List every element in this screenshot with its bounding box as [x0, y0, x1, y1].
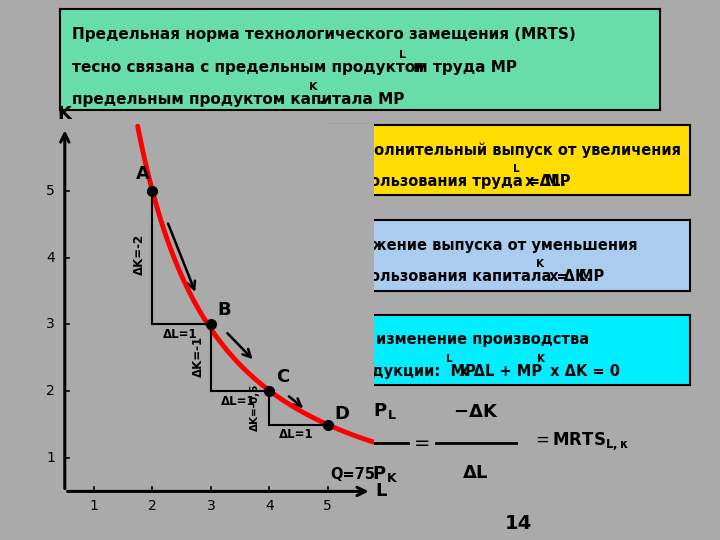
Text: x ΔK.: x ΔK. [544, 269, 593, 285]
Text: Предельная норма технологического замещения (MRTS): Предельная норма технологического замеще… [72, 28, 575, 42]
Text: 2: 2 [148, 500, 157, 514]
Text: использования капитала =  MP: использования капитала = MP [341, 269, 604, 285]
Text: 3: 3 [46, 318, 55, 332]
Text: $=$: $=$ [410, 431, 430, 450]
Text: K: K [536, 259, 544, 269]
Text: Q=75: Q=75 [330, 468, 376, 482]
Text: Снижение выпуска от уменьшения: Снижение выпуска от уменьшения [341, 238, 637, 253]
Text: A: A [136, 165, 150, 183]
Text: т.о. изменение производства: т.о. изменение производства [341, 332, 589, 347]
Text: ΔK=-2: ΔK=-2 [133, 234, 146, 275]
Text: $\mathbf{-\Delta K}$: $\mathbf{-\Delta K}$ [453, 403, 499, 421]
Text: $\mathbf{MP}_\mathbf{L}$: $\mathbf{MP}_\mathbf{L}$ [356, 401, 397, 421]
Text: ΔK=-0,5: ΔK=-0,5 [250, 383, 260, 431]
Text: 4: 4 [265, 500, 274, 514]
Text: K: K [537, 354, 545, 364]
Text: Дополнительный выпуск от увеличения: Дополнительный выпуск от увеличения [341, 143, 680, 158]
Text: ΔK=-1: ΔK=-1 [192, 336, 204, 377]
Text: B: B [218, 301, 231, 319]
Text: тесно связана с предельным продуктом труда MP: тесно связана с предельным продуктом тру… [72, 59, 517, 75]
Text: 5: 5 [46, 184, 55, 198]
Text: L: L [513, 164, 519, 174]
Text: использования труда = MP: использования труда = MP [341, 174, 570, 190]
Text: продукции:  MP: продукции: MP [341, 364, 475, 379]
Text: $= \mathbf{MRTS}_\mathbf{L,\kappa}$: $= \mathbf{MRTS}_\mathbf{L,\kappa}$ [532, 430, 629, 452]
Text: ΔL=1: ΔL=1 [163, 328, 197, 341]
Text: C: C [276, 368, 289, 386]
Text: ΔL=1: ΔL=1 [221, 395, 256, 408]
Text: x ΔL + MP: x ΔL + MP [454, 364, 542, 379]
Text: 14: 14 [505, 514, 532, 533]
Text: 3: 3 [207, 500, 215, 514]
Text: .: . [319, 92, 325, 107]
Text: $\mathbf{\Delta L}$: $\mathbf{\Delta L}$ [462, 464, 490, 482]
Text: D: D [335, 406, 350, 423]
Text: L: L [446, 354, 453, 364]
Text: K: K [58, 105, 72, 123]
Text: 1: 1 [89, 500, 99, 514]
Text: L: L [376, 482, 387, 501]
Text: x ΔL.: x ΔL. [520, 174, 566, 190]
Text: L: L [399, 50, 406, 59]
Text: предельным продуктом капитала MP: предельным продуктом капитала MP [72, 92, 404, 107]
Text: ΔL=1: ΔL=1 [279, 428, 314, 441]
Text: $\mathbf{MP}_\mathbf{K}$: $\mathbf{MP}_\mathbf{K}$ [355, 464, 398, 484]
Text: и: и [408, 59, 423, 75]
Text: 5: 5 [323, 500, 332, 514]
Text: 1: 1 [46, 451, 55, 465]
Text: K: K [310, 82, 318, 92]
Text: x ΔK = 0: x ΔK = 0 [544, 364, 620, 379]
Text: 2: 2 [46, 384, 55, 399]
Text: 4: 4 [46, 251, 55, 265]
